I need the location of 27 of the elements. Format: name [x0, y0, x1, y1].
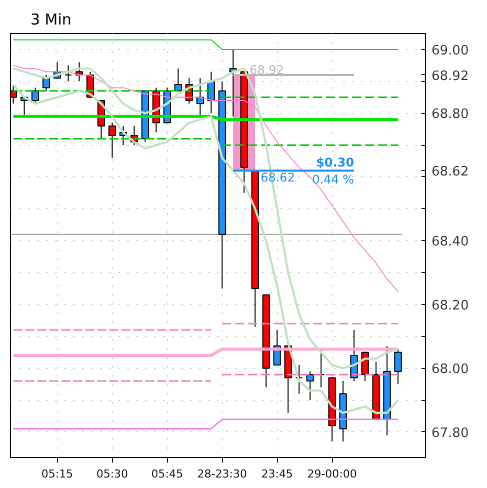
x-tick-label: 23:45 [261, 468, 293, 480]
chart-title: 3 Min [30, 10, 72, 28]
x-tick-label: 29-00:00 [307, 468, 357, 480]
candlestick [295, 364, 303, 394]
line-series [12, 64, 399, 292]
y-tick-label: 68.00 [432, 362, 469, 378]
candlestick [306, 370, 314, 401]
y-tick-label: 69.00 [432, 43, 469, 58]
candlestick [174, 68, 182, 92]
candlestick [64, 64, 72, 82]
y-tick-label: 68.92 [432, 68, 469, 84]
candlestick [31, 87, 40, 104]
candlestick [394, 348, 402, 385]
x-tick-label: 05:45 [151, 468, 184, 480]
y-tick-label: 68.62 [432, 164, 469, 180]
y-tick-label: 67.80 [432, 426, 469, 441]
x-tick-label: 28-23:30 [197, 468, 247, 480]
y-tick-label: 68.40 [432, 234, 469, 250]
candlestick [108, 122, 116, 158]
annotation: $0.30 [316, 156, 354, 170]
x-tick-label: 05:30 [96, 468, 128, 480]
ref-line-label: 68.92 [250, 62, 284, 77]
y-tick-label: 68.20 [432, 298, 469, 314]
x-tick-label: 05:15 [41, 468, 74, 480]
ref-line-label: 68.62 [260, 170, 295, 185]
y-tick-label: 68.80 [432, 107, 469, 122]
annotation: 0.44 % [312, 172, 354, 187]
